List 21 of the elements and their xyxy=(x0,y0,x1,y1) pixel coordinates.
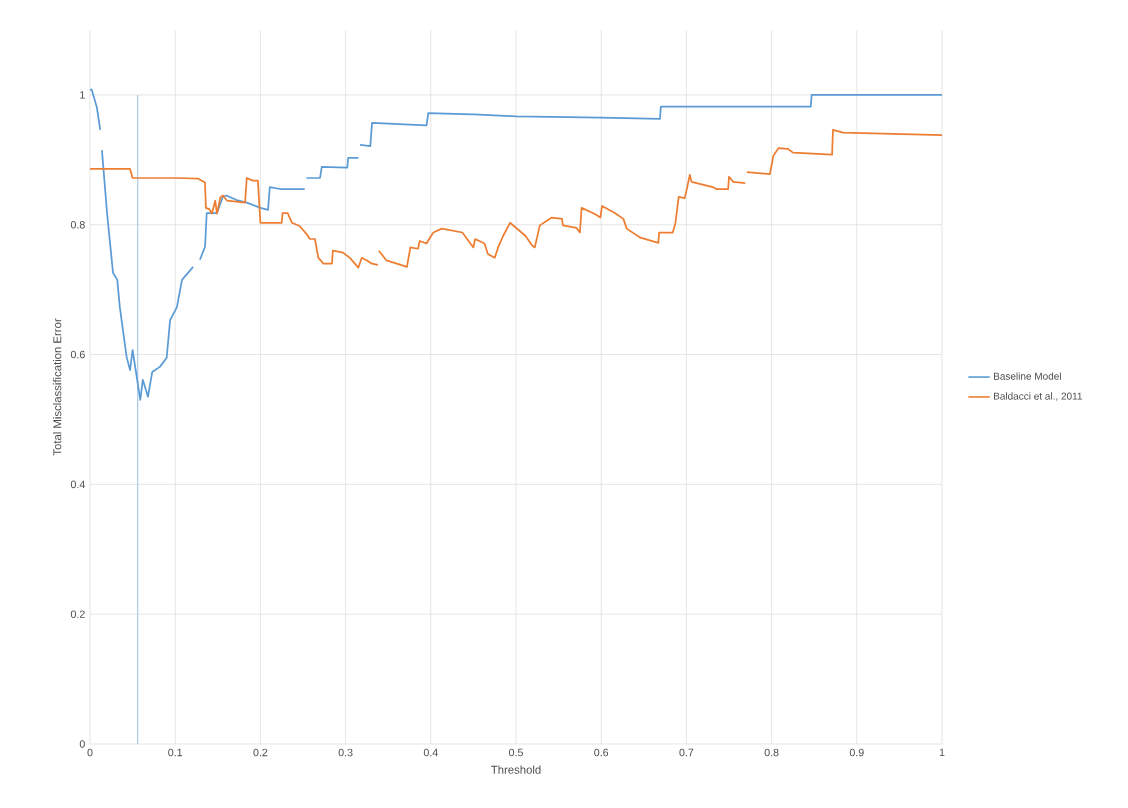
y-tick-label: 0.8 xyxy=(70,220,85,229)
legend-label: Baseline Model xyxy=(993,372,1061,380)
x-tick-label: 0.9 xyxy=(849,748,864,757)
y-tick-label: 0 xyxy=(79,740,85,748)
y-tick-label: 0.2 xyxy=(70,610,85,618)
x-tick-label: 0.3 xyxy=(338,748,353,757)
legend-label: Baldacci et al., 2011 xyxy=(993,392,1082,401)
y-tick-label: 0.4 xyxy=(70,480,85,489)
x-axis-title: Threshold xyxy=(491,765,541,774)
x-tick-label: 0.8 xyxy=(764,748,779,757)
x-tick-label: 0 xyxy=(87,748,93,757)
y-tick-label: 1 xyxy=(80,91,85,99)
x-tick-label: 0.2 xyxy=(253,748,268,757)
x-tick-label: 0.4 xyxy=(423,748,438,757)
x-tick-label: 1 xyxy=(939,748,945,757)
y-tick-label: 0.6 xyxy=(70,350,85,359)
x-tick-label: 0.1 xyxy=(168,748,183,757)
x-tick-label: 0.5 xyxy=(509,748,523,757)
y-axis-title: Total Misclassification Error xyxy=(52,318,62,456)
x-tick-label: 0.6 xyxy=(594,748,609,757)
x-tick-label: 0.7 xyxy=(679,748,694,757)
